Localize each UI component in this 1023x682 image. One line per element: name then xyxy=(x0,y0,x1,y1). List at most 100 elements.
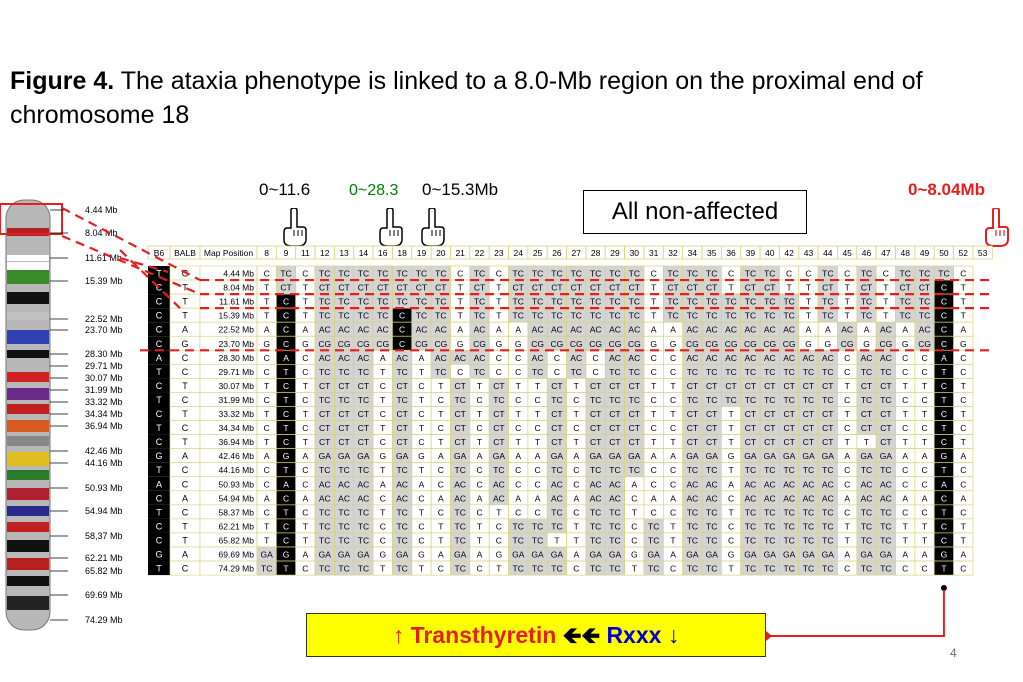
genotype-allele: C xyxy=(786,269,792,279)
genotype-allele: CT xyxy=(377,283,388,293)
genotype-allele: CT xyxy=(687,381,698,391)
table-header: 12 xyxy=(320,248,330,258)
genotype-allele: TC xyxy=(687,521,698,531)
genotype-allele: G xyxy=(457,339,464,349)
b6-allele: T xyxy=(156,423,162,433)
genotype-allele: TC xyxy=(822,465,833,475)
genotype-allele: GA xyxy=(531,550,544,560)
genotype-allele: CT xyxy=(319,381,330,391)
genotype-allele: CT xyxy=(745,437,756,447)
genotype-allele: C xyxy=(302,507,308,517)
genotype-allele: GA xyxy=(609,451,622,461)
genotype-allele: T xyxy=(283,564,288,574)
genotype-allele: TC xyxy=(880,507,891,517)
table-header: 19 xyxy=(417,248,427,258)
genotype-allele: C xyxy=(302,367,308,377)
balb-allele: C xyxy=(182,564,189,574)
genotype-allele: AC xyxy=(686,353,698,363)
red-dashed-connector xyxy=(61,234,201,296)
genotype-allele: CG xyxy=(628,339,641,349)
genotype-allele: CG xyxy=(744,339,757,349)
genotype-allele: CT xyxy=(358,283,369,293)
genotype-allele: T xyxy=(651,409,656,419)
table-header: 36 xyxy=(726,248,736,258)
genotype-allele: CT xyxy=(319,423,330,433)
genotype-allele: CG xyxy=(841,339,854,349)
genotype-allele: TC xyxy=(377,311,388,321)
genotype-allele: T xyxy=(419,367,424,377)
genotype-allele: T xyxy=(961,535,966,545)
genotype-allele: TC xyxy=(745,311,756,321)
genotype-allele: CT xyxy=(745,283,756,293)
genotype-allele: TC xyxy=(590,269,601,279)
genotype-allele: C xyxy=(941,339,947,349)
map-position: 44.16 Mb xyxy=(219,465,255,475)
genotype-allele: T xyxy=(922,437,927,447)
genotype-allele: TC xyxy=(764,269,775,279)
genotype-allele: A xyxy=(573,493,579,503)
genotype-allele: TC xyxy=(358,269,369,279)
genotype-allele: T xyxy=(303,521,308,531)
all-non-affected-box: All non-affected xyxy=(583,190,807,234)
genotype-allele: T xyxy=(574,381,579,391)
genotype-allele: C xyxy=(264,353,270,363)
genotype-allele: T xyxy=(922,381,927,391)
chromosome-band xyxy=(7,372,49,382)
genotype-allele: TC xyxy=(783,297,794,307)
genotype-allele: GA xyxy=(493,451,506,461)
connector-dot xyxy=(940,585,947,591)
genotype-allele: GA xyxy=(822,451,835,461)
genotype-allele: C xyxy=(844,395,850,405)
genotype-allele: GA xyxy=(764,451,777,461)
genotype-allele: C xyxy=(302,269,308,279)
genotype-allele: TC xyxy=(280,269,291,279)
genotype-allele: CT xyxy=(455,423,466,433)
genotype-allele: CT xyxy=(609,437,620,447)
table-header: 44 xyxy=(823,248,833,258)
genotype-allele: TC xyxy=(319,297,330,307)
genotype-allele: CT xyxy=(629,437,640,447)
genotype-allele: G xyxy=(960,339,967,349)
genotype-allele: T xyxy=(264,409,269,419)
genotype-allele: TC xyxy=(629,311,640,321)
genotype-allele: CG xyxy=(589,339,602,349)
genotype-allele: TC xyxy=(513,311,524,321)
genotype-allele: TC xyxy=(551,507,562,517)
table-header: 23 xyxy=(494,248,504,258)
genotype-allele: T xyxy=(458,283,463,293)
genotype-allele: T xyxy=(554,535,559,545)
genotype-allele: G xyxy=(283,550,290,560)
map-position: 50.93 Mb xyxy=(219,479,255,489)
b6-cell xyxy=(148,350,170,365)
genotype-allele: TC xyxy=(629,367,640,377)
genotype-allele: CT xyxy=(861,423,872,433)
genotype-allele: CT xyxy=(319,437,330,447)
genotype-allele: GA xyxy=(319,550,332,560)
genotype-allele: AC xyxy=(783,479,795,489)
genotype-allele: GA xyxy=(551,451,564,461)
genotype-allele: TC xyxy=(803,535,814,545)
table-header: 28 xyxy=(591,248,601,258)
genotype-allele: A xyxy=(573,550,579,560)
genotype-allele: T xyxy=(535,409,540,419)
genotype-allele: TC xyxy=(687,465,698,475)
genotype-allele: CT xyxy=(493,423,504,433)
range-label-4: 0~8.04Mb xyxy=(908,180,986,199)
genotype-allele: C xyxy=(515,465,521,475)
genotype-allele: T xyxy=(961,437,966,447)
genotype-allele: AC xyxy=(783,353,795,363)
genotype-allele: G xyxy=(941,550,948,560)
genotype-allele: TC xyxy=(648,564,659,574)
genotype-allele: G xyxy=(650,339,657,349)
genotype-allele: GA xyxy=(860,550,873,560)
chromosome-band xyxy=(7,330,49,344)
genotype-allele: TC xyxy=(880,521,891,531)
genotype-allele: AC xyxy=(454,353,466,363)
genotype-allele: GA xyxy=(802,451,815,461)
genotype-allele: C xyxy=(438,564,444,574)
genotype-allele: TC xyxy=(706,311,717,321)
genotype-allele: T xyxy=(670,381,675,391)
chromosome-label: 42.46 Mb xyxy=(85,446,123,456)
genotype-allele: C xyxy=(941,311,947,321)
b6-cell xyxy=(148,532,170,547)
